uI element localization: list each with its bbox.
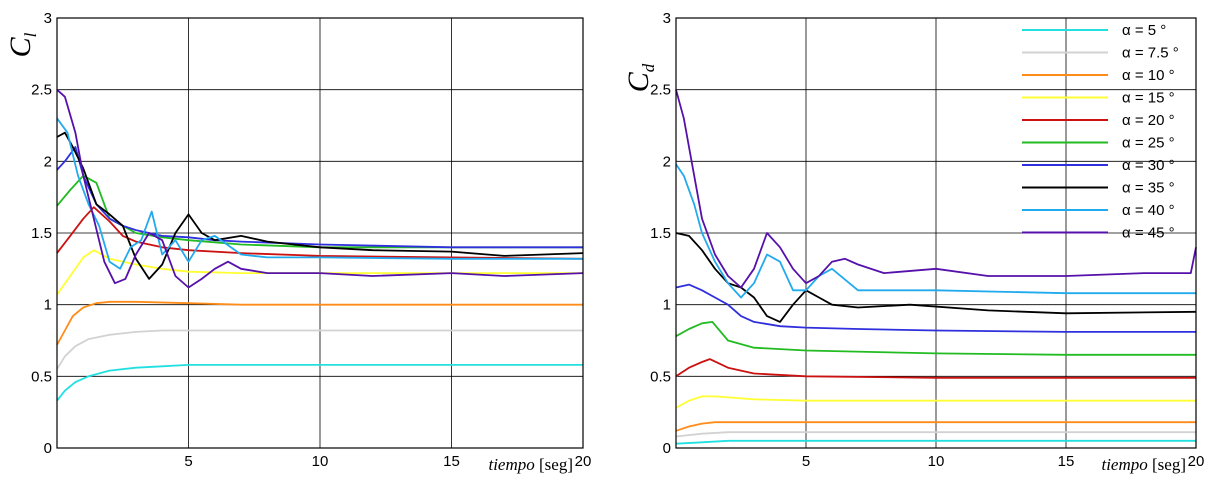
series-line-5 [675,358,1196,379]
y-axis-label: Cd [622,63,658,92]
series-line-10 [675,89,1197,289]
legend-label: α = 10 ° [1122,67,1175,84]
chart-2: 0 0.5 1 1.5 2 2.5 3 5 10 15 20 Cd tiempo [seg] α = 5 … [622,10,1204,474]
x-tick-label: 20 [575,453,592,470]
y-tick-label: 2 [663,153,671,170]
plot-frame [675,17,1197,449]
x-tick-label: 5 [184,453,192,470]
legend-label: α = 20 ° [1122,112,1175,129]
series-line-1 [56,363,583,402]
y-tick-label: 2.5 [31,82,52,99]
x-tick-label: 15 [443,453,460,470]
legend-label: α = 25 ° [1122,135,1175,152]
y-tick-label: 1.5 [650,225,671,242]
legend-label: α = 45 ° [1122,225,1175,242]
series-line-1 [675,439,1196,445]
x-tick-label: 10 [312,453,329,470]
series-line-2 [675,431,1196,438]
legend: α = 5 ° α = 7.5 ° α = 10 ° α = 15 ° α = 20 °… [1022,22,1179,242]
y-tick-label: 3 [663,10,671,27]
legend-label: α = 30 ° [1122,157,1175,174]
y-tick-label: 1 [44,297,52,314]
legend-label: α = 15 ° [1122,90,1175,107]
y-tick-label: 1.5 [31,225,52,242]
y-tick-label: 0.5 [650,368,671,385]
y-tick-label: 0.5 [31,368,52,385]
y-tick-label: 2 [44,153,52,170]
series-line-2 [56,329,583,370]
x-tick-label: 10 [928,453,945,470]
legend-label: α = 40 ° [1122,202,1175,219]
x-axis-label: tiempo [seg] [488,455,573,474]
y-tick-label: 0 [44,440,52,457]
legend-label: α = 7.5 ° [1122,45,1179,62]
series-line-4 [56,249,583,296]
series-line-8 [675,232,1197,323]
y-tick-label: 0 [663,440,671,457]
x-axis-label: tiempo [seg] [1101,455,1186,474]
series-line-9 [675,163,1196,299]
y-tick-label: 3 [44,10,52,27]
series-line-6 [675,320,1196,356]
plot-frame [56,17,584,449]
series-line-10 [56,89,584,289]
series-line-4 [675,395,1196,409]
series-line-5 [56,206,584,260]
y-tick-label: 2.5 [650,82,671,99]
x-tick-label: 15 [1058,453,1075,470]
x-tick-label: 20 [1188,453,1205,470]
y-axis-label: Cl [4,32,40,57]
series-line-8 [56,131,584,280]
series-line-7 [675,283,1196,333]
legend-label: α = 35 ° [1122,180,1175,197]
legend-label: α = 5 ° [1122,22,1166,39]
series-line-3 [675,421,1196,432]
series-line-3 [56,300,583,346]
x-tick-label: 5 [802,453,810,470]
y-tick-label: 1 [663,297,671,314]
chart-1: 0 0.5 1 1.5 2 2.5 3 5 10 15 20 Cl tiempo [seg] [4,10,591,474]
